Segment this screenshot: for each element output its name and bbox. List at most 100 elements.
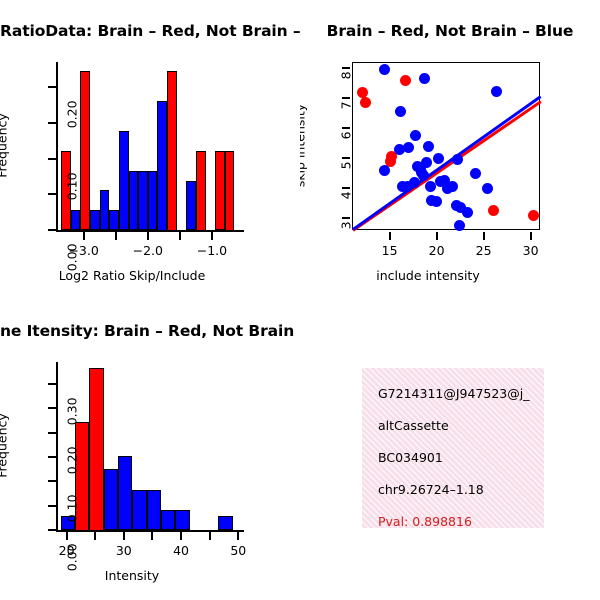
scatter-y-axis-tick-label: 3 xyxy=(338,221,354,230)
scatter-point-not-brain xyxy=(402,181,414,193)
y-axis-tick-label: 0.30 xyxy=(64,397,80,426)
scatter-point-not-brain xyxy=(454,202,466,214)
histogram-bar-brain xyxy=(215,150,225,230)
y-axis-tick xyxy=(48,121,56,124)
scatter-y-axis-tick xyxy=(342,127,350,129)
scatter-point-not-brain xyxy=(424,180,436,192)
x-axis-tick xyxy=(208,532,211,540)
scatter-point-not-brain xyxy=(438,174,450,186)
histogram-bar-not-brain xyxy=(118,130,129,230)
scatter-point-not-brain xyxy=(394,105,406,117)
histogram-intensity-x-axis-label: Intensity xyxy=(104,568,160,583)
scatter-x-axis-tick-label: 20 xyxy=(428,243,445,258)
scatter-point-not-brain xyxy=(462,206,474,218)
y-axis-tick xyxy=(48,529,56,531)
annotation-line: G7214311@J947523@j_ xyxy=(378,386,530,401)
scatter-point-not-brain xyxy=(402,141,414,153)
x-axis-tick xyxy=(180,532,183,540)
histogram-bar-brain xyxy=(89,367,104,530)
x-axis-tick xyxy=(151,532,154,540)
scatter-y-axis-tick xyxy=(342,67,350,69)
scatter-point-not-brain xyxy=(422,140,434,152)
scatter-point-not-brain xyxy=(491,86,503,97)
histogram-bar-not-brain xyxy=(99,189,110,230)
panel-annotation-info: G7214311@J947523@j_ altCassette BC034901 ch… xyxy=(300,300,600,600)
histogram-ratio-plot-area: −3.0 −2.0 −1.0 0.00 0.10 0.20 xyxy=(48,62,244,271)
histogram-ratio-x-axis-label: Log2 Ratio Skip/Include xyxy=(58,268,206,283)
y-axis-line xyxy=(56,362,58,532)
x-axis-line xyxy=(58,530,244,532)
scatter-point-not-brain xyxy=(481,182,493,194)
histogram-bar-not-brain xyxy=(70,209,81,230)
histogram-bar-brain xyxy=(167,71,177,230)
y-axis-tick xyxy=(48,504,56,507)
scatter-y-axis-tick-label: 4 xyxy=(338,191,354,200)
scatter-y-axis-tick xyxy=(342,217,350,219)
histogram-bar-not-brain xyxy=(132,489,147,530)
histogram-bar-not-brain xyxy=(109,209,119,230)
scatter-point-not-brain xyxy=(431,196,443,208)
x-axis-tick-label: −1.0 xyxy=(196,243,228,258)
histogram-bar-not-brain xyxy=(90,209,100,230)
scatter-point-not-brain xyxy=(418,72,430,84)
scatter-plot-area: 15 20 25 30 3 4 5 6 7 8 xyxy=(338,62,542,258)
scatter-point-not-brain xyxy=(393,143,405,155)
scatter-point-not-brain xyxy=(447,180,459,192)
scatter-plot-frame xyxy=(352,62,542,232)
histogram-bar-not-brain xyxy=(138,170,148,230)
histogram-bar-brain xyxy=(75,421,90,530)
scatter-x-axis-tick xyxy=(482,232,485,240)
annotation-line: altCassette xyxy=(378,418,449,433)
scatter-y-axis-tick-label: 7 xyxy=(338,101,354,110)
x-axis-tick-label: 20 xyxy=(58,543,75,558)
y-axis-tick xyxy=(48,382,56,385)
annotation-pval: Pval: 0.898816 xyxy=(378,514,472,529)
scatter-point-not-brain xyxy=(433,152,445,164)
scatter-y-axis-tick xyxy=(342,187,350,189)
histogram-bar-brain xyxy=(61,150,71,230)
histogram-ratio-y-axis-label: Frequency xyxy=(0,113,10,178)
scatter-point-not-brain xyxy=(420,156,432,168)
histogram-intensity-plot-area: 20 30 40 50 0.00 0.10 0.20 0.30 xyxy=(48,362,246,571)
y-axis-tick-label: 0.10 xyxy=(64,171,80,200)
histogram-bar-not-brain xyxy=(161,509,176,530)
scatter-x-axis-tick-label: 25 xyxy=(475,243,492,258)
scatter-point-brain xyxy=(487,204,499,216)
scatter-point-not-brain xyxy=(451,154,463,166)
scatter-point-not-brain xyxy=(409,130,421,142)
x-axis-tick-label: 50 xyxy=(230,543,247,558)
histogram-bar-not-brain xyxy=(157,100,168,230)
x-axis-tick xyxy=(82,232,85,240)
x-axis-tick xyxy=(114,232,117,240)
y-axis-line xyxy=(56,62,58,232)
scatter-x-axis-tick xyxy=(529,232,532,240)
panel-histogram-ratio: RatioData: Brain – Red, Not Brain – Blu … xyxy=(0,0,300,300)
panel-scatter-title: Brain – Red, Not Brain – Blue xyxy=(326,22,574,40)
scatter-point-not-brain xyxy=(469,167,481,179)
y-axis-tick xyxy=(48,193,56,196)
y-axis-tick xyxy=(48,431,56,434)
panel-scatter-intensity: Brain – Red, Not Brain – Blue 15 20 25 30 3 4… xyxy=(300,0,600,300)
x-axis-tick xyxy=(210,232,213,240)
scatter-point-brain xyxy=(356,86,368,98)
scatter-point-not-brain xyxy=(378,164,390,176)
panel-histogram-intensity-title: ne Itensity: Brain – Red, Not Brain – B xyxy=(0,322,300,340)
scatter-point-not-brain xyxy=(379,63,391,75)
annotation-line: BC034901 xyxy=(378,450,443,465)
x-axis-tick-label: 40 xyxy=(173,543,189,558)
y-axis-tick xyxy=(48,455,56,458)
x-axis-line xyxy=(58,230,244,232)
histogram-bar-not-brain xyxy=(218,516,233,530)
histogram-bar-not-brain xyxy=(128,170,139,230)
histogram-bar-not-brain xyxy=(103,469,119,530)
scatter-y-axis-tick xyxy=(342,157,350,159)
y-axis-tick-label: 0.20 xyxy=(64,100,80,129)
x-axis-tick-label: 30 xyxy=(115,543,132,558)
scatter-point-brain xyxy=(527,209,539,221)
histogram-bar-not-brain xyxy=(146,489,161,530)
y-axis-tick xyxy=(48,229,56,231)
histogram-bar-brain xyxy=(224,150,235,230)
scatter-x-axis-tick-label: 30 xyxy=(522,243,539,258)
x-axis-tick xyxy=(65,532,68,540)
